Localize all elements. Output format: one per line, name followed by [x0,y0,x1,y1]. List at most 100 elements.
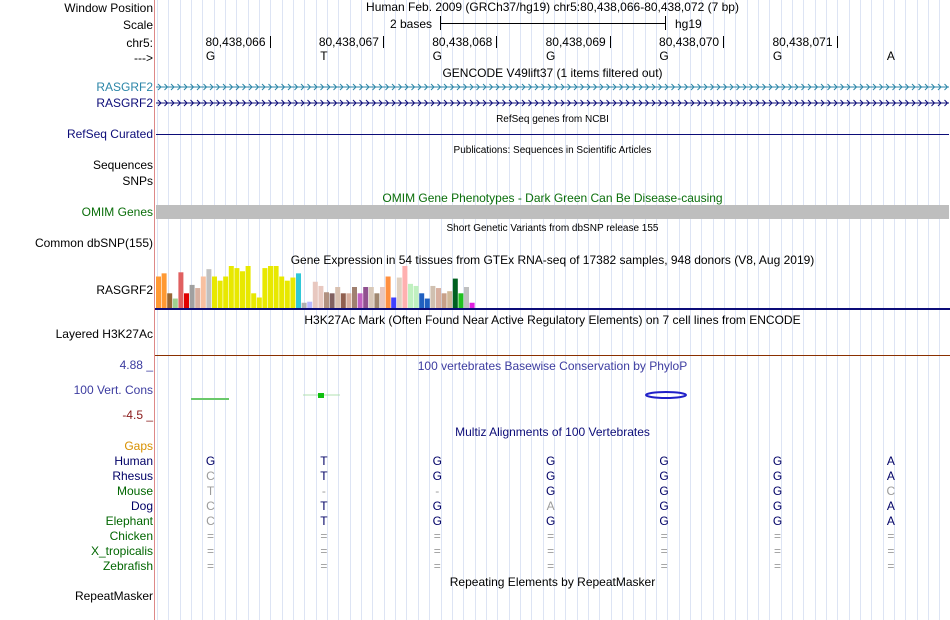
gtex-tissue-bar[interactable] [245,266,251,308]
multiz-track-title[interactable]: Multiz Alignments of 100 Vertebrates [455,425,650,439]
phylop-signal[interactable] [155,385,950,405]
snps-label[interactable]: SNPs [122,174,153,188]
aligned-base: - [435,484,440,498]
strand-chevron [651,99,656,107]
gtex-tissue-bar[interactable] [301,302,307,308]
gtex-tissue-bar[interactable] [385,276,391,309]
species-label[interactable]: Mouse [116,484,153,498]
gtex-tissue-bar[interactable] [363,287,369,308]
species-label[interactable]: Elephant [105,514,153,528]
gtex-tissue-bar[interactable] [251,293,257,308]
gtex-tissue-bar[interactable] [346,293,352,308]
omim-label[interactable]: OMIM Genes [81,205,153,219]
omim-feature[interactable] [156,205,949,219]
phylop-label[interactable]: 100 Vert. Cons [73,383,153,397]
gtex-tissue-bar[interactable] [452,278,458,308]
gtex-tissue-bar[interactable] [335,287,341,308]
h3k27ac-label[interactable]: Layered H3K27Ac [55,327,153,341]
gtex-tissue-bar[interactable] [436,288,441,308]
gtex-tissue-bar[interactable] [352,287,357,308]
gtex-tissue-bar[interactable] [234,268,240,308]
gtex-tissue-bar[interactable] [273,266,279,308]
gtex-tissue-bar[interactable] [324,292,329,308]
gtex-tissue-bar[interactable] [396,277,402,308]
species-label[interactable]: Rhesus [112,469,153,483]
gtex-tissue-bar[interactable] [240,271,245,308]
rmsk-track-title[interactable]: Repeating Elements by RepeatMasker [449,575,656,589]
gtex-tissue-bar[interactable] [408,283,413,308]
gtex-tissue-bar[interactable] [458,293,464,308]
pubs-track-title[interactable]: Publications: Sequences in Scientific Ar… [453,145,652,156]
gtex-tissue-bar[interactable] [430,285,436,308]
gtex-tissue-bar[interactable] [284,280,290,308]
h3k27ac-track-title[interactable]: H3K27Ac Mark (Often Found Near Active Re… [304,313,801,327]
gtex-tissue-bar[interactable] [424,298,430,308]
gtex-track-title[interactable]: Gene Expression in 54 tissues from GTEx … [290,253,815,267]
gtex-tissue-bar[interactable] [380,287,385,308]
gtex-tissue-bar[interactable] [161,273,167,308]
gtex-tissue-bar[interactable] [340,293,346,308]
gtex-tissue-bar[interactable] [413,285,419,308]
grid-line [372,0,374,620]
gencode-gene-2[interactable] [156,97,949,109]
gtex-tissue-bar[interactable] [290,277,296,308]
refseq-gene-line[interactable] [156,134,949,135]
gtex-tissue-bar[interactable] [228,266,234,308]
gtex-tissue-bar[interactable] [296,273,301,308]
gtex-tissue-bar[interactable] [262,268,268,308]
gtex-tissue-bar[interactable] [212,276,217,309]
gtex-tissue-bar[interactable] [464,287,469,308]
gtex-tissue-bar[interactable] [178,272,184,308]
gencode-track-title[interactable]: GENCODE V49lift37 (1 items filtered out) [442,66,663,80]
phylop-track-title[interactable]: 100 vertebrates Basewise Conservation by… [417,359,688,373]
gtex-tissue-bar[interactable] [447,291,453,308]
species-label[interactable]: Human [114,454,153,468]
gtex-tissue-bar[interactable] [189,284,195,308]
gencode-gene-label-2[interactable]: RASGRF2 [96,96,153,110]
strand-chevron [742,99,747,107]
gtex-tissue-bar[interactable] [167,293,173,308]
gaps-label[interactable]: Gaps [124,439,153,453]
gtex-tissue-bar[interactable] [441,293,447,308]
gtex-tissue-bar[interactable] [368,287,374,308]
gtex-tissue-bar[interactable] [256,297,262,309]
species-label[interactable]: Dog [130,499,153,513]
gtex-tissue-bar[interactable] [217,280,223,308]
gtex-tissue-bar[interactable] [156,276,161,309]
strand-chevron [203,99,208,107]
gtex-tissue-bar[interactable] [184,293,189,308]
strand-chevron [385,83,390,91]
rmsk-label[interactable]: RepeatMasker [74,589,153,603]
species-label[interactable]: X_tropicalis [90,544,153,558]
dbsnp-track-title[interactable]: Short Genetic Variants from dbSNP releas… [446,223,659,234]
pubs-label[interactable]: Sequences [92,158,153,172]
gtex-label[interactable]: RASGRF2 [96,283,153,297]
species-label[interactable]: Chicken [109,529,153,543]
gtex-tissue-bar[interactable] [329,293,335,308]
gtex-tissue-bar[interactable] [195,288,201,308]
refseq-label[interactable]: RefSeq Curated [66,127,153,141]
gtex-tissue-bar[interactable] [469,302,475,308]
gtex-tissue-bar[interactable] [419,293,425,308]
gtex-tissue-bar[interactable] [318,285,324,308]
gtex-tissue-bar[interactable] [223,276,229,309]
gtex-tissue-bar[interactable] [206,269,212,308]
gtex-tissue-bar[interactable] [357,293,363,308]
gencode-gene-label-1[interactable]: RASGRF2 [96,80,153,94]
gtex-tissue-bar[interactable] [279,276,285,309]
species-label[interactable]: Zebrafish [102,559,153,573]
gtex-tissue-bar[interactable] [268,266,273,308]
strand-chevron [827,83,832,91]
omim-track-title[interactable]: OMIM Gene Phenotypes - Dark Green Can Be… [382,191,723,205]
dbsnp-label[interactable]: Common dbSNP(155) [34,236,153,250]
gtex-tissue-bar[interactable] [374,293,380,308]
gtex-tissue-bar[interactable] [200,276,206,309]
gtex-tissue-bar[interactable] [312,281,318,308]
gtex-bar-chart[interactable] [155,266,950,308]
gtex-tissue-bar[interactable] [172,298,178,308]
gtex-tissue-bar[interactable] [307,301,313,308]
gencode-gene-1[interactable] [156,81,949,93]
refseq-track-title[interactable]: RefSeq genes from NCBI [496,114,609,125]
gtex-tissue-bar[interactable] [402,266,408,308]
gtex-tissue-bar[interactable] [391,297,397,309]
